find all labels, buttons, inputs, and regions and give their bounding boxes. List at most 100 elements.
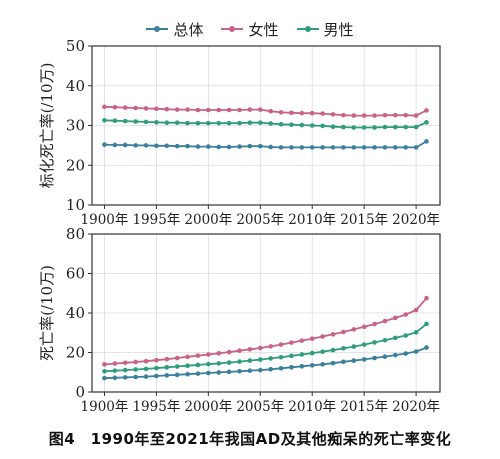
data-point-overall <box>122 142 128 148</box>
data-point-male <box>320 349 325 355</box>
data-point-male <box>247 120 253 126</box>
data-point-male <box>195 362 201 368</box>
data-point-overall <box>237 144 242 149</box>
data-point-overall <box>268 366 273 372</box>
x-tick-label: 2020年 <box>392 212 440 228</box>
data-point-male <box>237 120 242 126</box>
x-tick-label: 1900年 <box>81 399 129 415</box>
data-point-overall <box>403 145 409 150</box>
data-point-overall <box>195 371 201 376</box>
data-point-overall <box>216 144 222 150</box>
data-point-overall <box>247 368 253 373</box>
legend-label-overall: 总体 <box>173 20 204 39</box>
x-tick-label: 2000年 <box>184 399 232 415</box>
data-point-female <box>122 105 128 110</box>
data-point-male <box>299 352 305 357</box>
y-tick-label: 50 <box>66 37 85 55</box>
data-point-overall <box>382 354 388 359</box>
data-point-overall <box>278 145 284 150</box>
data-point-male <box>195 120 201 126</box>
data-point-female <box>424 108 429 113</box>
legend-swatch-male-icon <box>296 26 319 32</box>
y-tick-label: 60 <box>66 265 85 283</box>
data-point-overall <box>112 142 118 148</box>
data-point-overall <box>112 375 118 381</box>
data-point-overall <box>154 373 159 379</box>
data-point-overall <box>424 345 429 350</box>
data-point-male <box>185 120 190 126</box>
data-point-overall <box>143 374 149 379</box>
data-point-female <box>216 350 222 356</box>
data-point-female <box>185 107 190 112</box>
data-point-male <box>382 124 388 130</box>
data-point-male <box>309 350 315 356</box>
x-tick-label: 2015年 <box>340 399 388 415</box>
data-point-overall <box>185 143 190 149</box>
standardized-mortality-panel: 10 20 30 40 50 1900年 1995年 2000年 2005年 2010年 2015年… <box>38 37 441 228</box>
data-point-female <box>257 107 263 112</box>
data-point-overall <box>382 145 388 150</box>
data-point-female <box>278 342 284 347</box>
data-point-overall <box>393 352 398 358</box>
x-tick-label: 1995年 <box>132 399 180 415</box>
data-point-overall <box>393 145 398 150</box>
y-tick-label: 30 <box>66 117 85 135</box>
data-point-male <box>278 354 284 360</box>
y-tick-label: 40 <box>66 77 85 95</box>
data-point-male <box>164 365 170 370</box>
legend-item-male: 男性 <box>296 19 354 40</box>
data-point-male <box>226 360 232 365</box>
data-point-male <box>424 120 429 125</box>
data-point-male <box>216 361 222 366</box>
data-point-female <box>289 340 294 345</box>
data-point-overall <box>320 362 325 367</box>
data-point-overall <box>309 145 315 150</box>
data-point-male <box>299 122 305 128</box>
x-tick-label: 1995年 <box>132 212 180 228</box>
data-point-female <box>237 107 242 113</box>
data-point-overall <box>413 349 419 354</box>
data-point-female <box>413 307 419 313</box>
data-point-male <box>309 123 315 128</box>
data-point-overall <box>164 143 170 149</box>
data-point-male <box>278 122 284 127</box>
data-point-female <box>195 107 201 113</box>
data-point-overall <box>206 144 211 149</box>
data-point-male <box>154 120 159 125</box>
data-point-female <box>154 106 159 112</box>
data-point-female <box>122 360 128 366</box>
data-point-overall <box>133 374 138 380</box>
data-point-overall <box>309 363 315 368</box>
data-point-female <box>247 107 253 112</box>
data-point-female <box>299 110 305 116</box>
data-point-female <box>112 104 118 110</box>
x-tick-label: 2005年 <box>236 399 284 415</box>
x-tick-label: 2000年 <box>184 212 232 228</box>
legend-item-female: 女性 <box>221 19 279 40</box>
data-point-male <box>174 364 180 369</box>
data-point-male <box>413 124 419 130</box>
data-point-female <box>174 107 180 112</box>
data-point-male <box>382 337 388 343</box>
data-point-male <box>143 119 149 125</box>
x-tick-label: 2020年 <box>392 399 440 415</box>
data-point-overall <box>206 370 211 376</box>
data-point-female <box>330 332 336 337</box>
data-point-male <box>393 124 398 130</box>
data-point-female <box>237 348 242 354</box>
data-point-male <box>185 363 190 369</box>
data-point-male <box>372 340 377 345</box>
data-point-overall <box>216 370 222 375</box>
data-point-female <box>226 107 232 113</box>
data-point-female <box>154 357 159 363</box>
data-point-female <box>174 355 180 361</box>
chart-legend: 总体 女性 男性 <box>0 18 500 40</box>
data-point-overall <box>351 358 357 363</box>
data-point-male <box>403 333 409 338</box>
y-axis-title: 死亡率(/10万) <box>38 265 56 361</box>
data-point-overall <box>226 144 232 150</box>
data-point-female <box>330 112 336 117</box>
data-point-male <box>112 368 118 373</box>
data-point-overall <box>289 365 294 370</box>
